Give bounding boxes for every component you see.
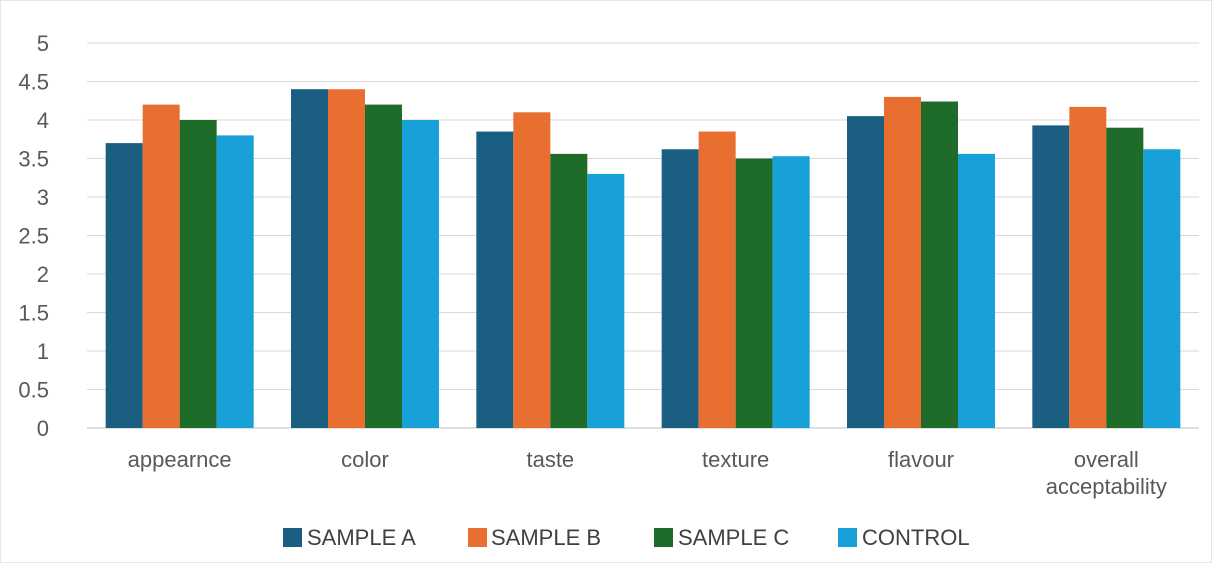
bar-control-1 xyxy=(402,120,439,428)
bars xyxy=(105,89,1181,429)
bar-control-3 xyxy=(772,156,810,428)
bar-sample-a-2 xyxy=(476,131,514,429)
legend-label: SAMPLE C xyxy=(678,525,789,550)
y-tick-label: 4 xyxy=(37,108,49,133)
bar-sample-a-3 xyxy=(661,149,699,428)
gridlines xyxy=(87,42,1199,429)
legend: SAMPLE A SAMPLE B SAMPLE C CONTROL xyxy=(283,525,970,550)
bar-sample-c-3 xyxy=(735,158,773,428)
y-tick-label: 1 xyxy=(37,339,49,364)
x-axis-category-labels: appearnce color taste texture flavour overall… xyxy=(128,447,1167,499)
bar-sample-c-5 xyxy=(1106,127,1144,428)
legend-item-control: CONTROL xyxy=(838,525,970,550)
y-axis-tick-labels: 0 0.5 1 1.5 2 2.5 3 3.5 4 4.5 5 xyxy=(18,31,49,441)
y-tick-label: 3 xyxy=(37,185,49,210)
x-category-label: overall acceptability xyxy=(1046,447,1167,499)
bar-control-2 xyxy=(587,173,625,428)
bar-sample-a-4 xyxy=(847,116,884,429)
bar-sample-b-4 xyxy=(884,96,921,429)
y-tick-label: 2 xyxy=(37,262,49,287)
bar-sample-b-5 xyxy=(1069,106,1107,428)
legend-swatch xyxy=(468,528,487,547)
y-tick-label: 4.5 xyxy=(18,70,49,95)
legend-item-sample-a: SAMPLE A xyxy=(283,525,416,550)
legend-swatch xyxy=(838,528,857,547)
bar-sample-c-4 xyxy=(921,101,958,429)
y-tick-label: 1.5 xyxy=(18,301,49,326)
x-category-label: texture xyxy=(702,447,769,472)
bar-sample-b-3 xyxy=(698,131,736,429)
bar-sample-b-2 xyxy=(513,112,551,429)
y-tick-label: 0.5 xyxy=(18,378,49,403)
legend-item-sample-c: SAMPLE C xyxy=(654,525,789,550)
bar-sample-c-1 xyxy=(365,104,402,428)
bar-sample-a-1 xyxy=(291,89,328,428)
x-category-label: flavour xyxy=(888,447,954,472)
legend-swatch xyxy=(654,528,673,547)
x-category-label: taste xyxy=(526,447,574,472)
bar-sample-a-5 xyxy=(1032,125,1070,428)
x-category-label: appearnce xyxy=(128,447,232,472)
bar-sample-b-1 xyxy=(328,89,365,428)
legend-label: SAMPLE B xyxy=(491,525,601,550)
y-tick-label: 2.5 xyxy=(18,224,49,249)
bar-control-0 xyxy=(216,135,254,428)
bar-sample-b-0 xyxy=(142,104,180,428)
legend-item-sample-b: SAMPLE B xyxy=(468,525,601,550)
y-tick-label: 5 xyxy=(37,31,49,56)
y-tick-label: 0 xyxy=(37,416,49,441)
bar-control-5 xyxy=(1143,149,1181,428)
y-tick-label: 3.5 xyxy=(18,147,49,172)
bar-control-4 xyxy=(958,153,995,428)
legend-swatch xyxy=(283,528,302,547)
legend-label: CONTROL xyxy=(862,525,970,550)
bar-sample-a-0 xyxy=(105,143,143,428)
x-category-label: color xyxy=(341,447,389,472)
bar-sample-c-2 xyxy=(550,153,588,428)
bar-sample-c-0 xyxy=(179,120,217,428)
legend-label: SAMPLE A xyxy=(307,525,416,550)
